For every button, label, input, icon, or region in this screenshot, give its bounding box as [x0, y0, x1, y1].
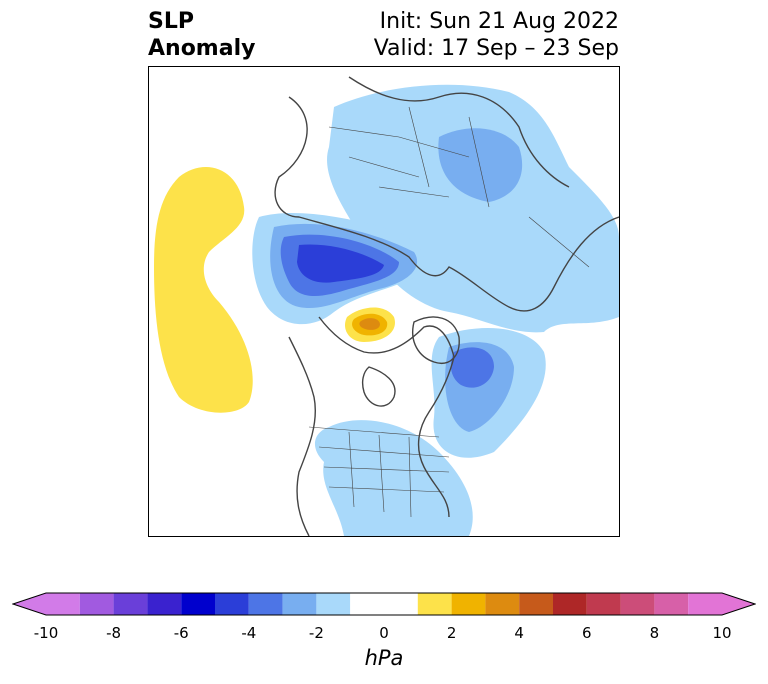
- colorbar-bin: [586, 593, 621, 615]
- light-blue-eastern-us: [314, 420, 473, 536]
- coastlines: [274, 76, 619, 536]
- eurasia-borders: [328, 106, 590, 268]
- colorbar-bin: [485, 593, 520, 615]
- valid-period-header: Init: Sun 21 Aug 2022 Valid: 17 Sep – 23…: [374, 8, 619, 62]
- colorbar-bin: [417, 593, 452, 615]
- colorbar-bin: [282, 593, 317, 615]
- colorbar-bin: [316, 593, 351, 615]
- anomaly-contours: [154, 84, 619, 536]
- colorbar-bin: [553, 593, 587, 615]
- colorbar-tick-label: -4: [241, 624, 257, 642]
- colorbar-svg: [11, 592, 757, 616]
- colorbar-extend-high: [722, 593, 755, 615]
- colorbar-bin: [451, 593, 486, 615]
- mid-blue-northern-europe: [438, 128, 523, 202]
- colorbar-unit-label: hPa: [364, 646, 404, 670]
- europe-coast: [348, 76, 570, 188]
- dark-orange-arctic-canada: [359, 318, 380, 330]
- colorbar-bin: [350, 593, 418, 615]
- deepest-blue-bering: [297, 244, 384, 283]
- colorbar-bin: [181, 593, 215, 615]
- borders: [308, 106, 590, 518]
- colorbar-tick-label: -6: [173, 624, 189, 642]
- anomaly-map: [148, 66, 620, 537]
- title-line-1: SLP: [148, 9, 194, 34]
- colorbar-tick-label: 0: [379, 624, 389, 642]
- colorbar-tick-label: -2: [308, 624, 324, 642]
- colorbar-tick-label: 10: [712, 624, 732, 642]
- colorbar-tick-label: 6: [582, 624, 592, 642]
- eurasia-coast: [274, 96, 619, 312]
- deep-blue-atlantic: [450, 347, 494, 388]
- colorbar-outline: [11, 592, 757, 616]
- colorbar-bin: [147, 593, 182, 615]
- init-date-label: Init: Sun 21 Aug 2022: [379, 9, 619, 34]
- chart-title: SLP Anomaly: [148, 8, 255, 62]
- colorbar-bin: [113, 593, 148, 615]
- light-blue-europe-arctic: [327, 84, 619, 333]
- title-line-2: Anomaly: [148, 36, 256, 61]
- colorbar-bin: [248, 593, 283, 615]
- colorbar-tick-label: -8: [106, 624, 122, 642]
- greenland-coast: [412, 316, 460, 364]
- colorbar-bin: [215, 593, 249, 615]
- colorbar-bin: [46, 593, 80, 615]
- colorbar-tick-label: -10: [33, 624, 59, 642]
- colorbar-tick-label: 2: [446, 624, 457, 642]
- colorbar-tick-label: 8: [649, 624, 660, 642]
- anomaly-map-svg: [154, 76, 619, 536]
- colorbar-tick-label: 4: [514, 624, 524, 642]
- colorbar-bin: [688, 593, 722, 615]
- colorbar: [11, 592, 757, 622]
- valid-range-label: Valid: 17 Sep – 23 Sep: [373, 36, 619, 61]
- us-state-lines: [318, 431, 450, 518]
- yellow-north-pacific: [154, 167, 253, 413]
- colorbar-bin: [79, 593, 114, 615]
- colorbar-bin: [519, 593, 553, 615]
- us-canada-border: [308, 426, 440, 438]
- hudson-bay-coast: [361, 366, 396, 407]
- west-coast-north-america: [288, 336, 316, 536]
- colorbar-extend-low: [13, 593, 46, 615]
- colorbar-bin: [654, 593, 689, 615]
- colorbar-bin: [620, 593, 655, 615]
